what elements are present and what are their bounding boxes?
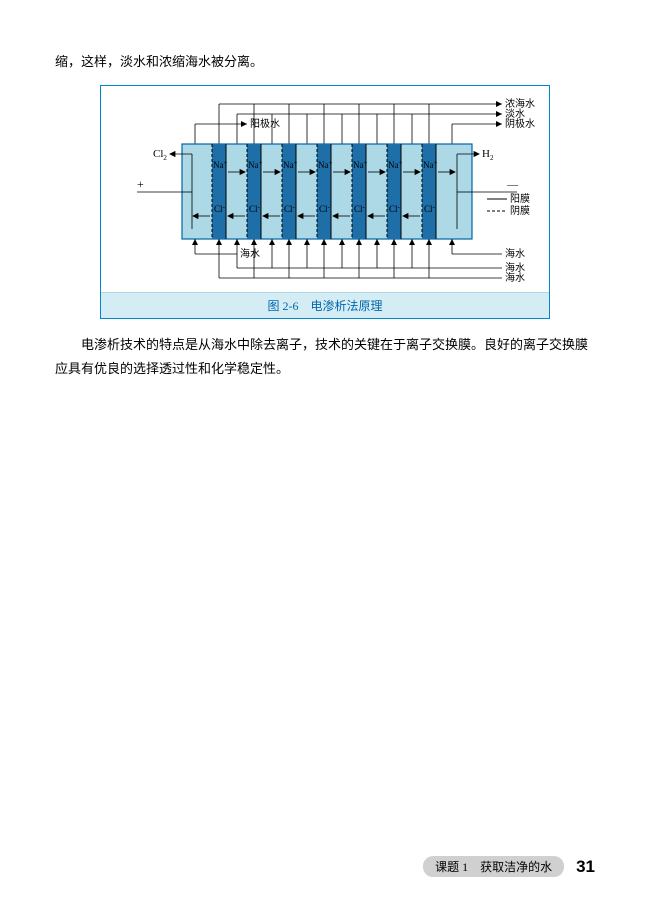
h2-label: H2: [482, 148, 494, 162]
page-number: 31: [576, 857, 595, 877]
label-seawater-left: 海水: [240, 247, 260, 260]
paragraph-1: 缩，这样，淡水和浓缩海水被分离。: [55, 50, 595, 75]
minus-terminal: —: [506, 179, 519, 191]
electrodialysis-diagram: 浓海水 淡水 阴极水 阳极水: [107, 94, 543, 286]
label-seawater-r1: 海水: [505, 247, 525, 260]
page-footer: 课题 1 获取洁净的水 31: [423, 856, 595, 877]
diagram-area: 浓海水 淡水 阴极水 阳极水: [101, 86, 549, 292]
label-anode-water: 阳极水: [250, 117, 280, 130]
paragraph-2: 电渗析技术的特点是从海水中除去离子，技术的关键在于离子交换膜。良好的离子交换膜应…: [55, 333, 595, 382]
label-cathode-water: 阴极水: [505, 117, 535, 130]
plus-terminal: +: [137, 177, 144, 191]
svg-text:阴膜: 阴膜: [510, 205, 530, 217]
figure-container: 浓海水 淡水 阴极水 阳极水: [100, 85, 550, 319]
section-label: 课题 1 获取洁净的水: [423, 856, 564, 877]
cl2-label: Cl2: [153, 148, 167, 162]
figure-frame: 浓海水 淡水 阴极水 阳极水: [100, 85, 550, 319]
figure-caption: 图 2-6 电渗析法原理: [101, 292, 549, 318]
membrane-legend: 阳膜 阴膜: [487, 193, 530, 217]
label-seawater-r3: 海水: [505, 271, 525, 284]
svg-text:阳膜: 阳膜: [510, 193, 530, 205]
